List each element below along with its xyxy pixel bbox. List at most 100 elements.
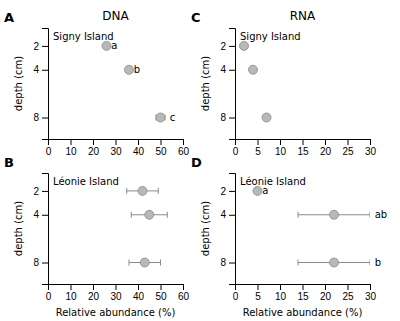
x-tick-line: [93, 284, 94, 290]
point-label: b: [375, 257, 381, 268]
x-tick-line: [71, 284, 72, 290]
panel-subtitle: Signy Island: [53, 31, 114, 42]
x-tick-label: 30: [365, 146, 377, 157]
y-tick: 4: [33, 209, 48, 220]
x-tick-label: 10: [275, 146, 287, 157]
x-tick-line: [258, 284, 259, 290]
panel-label: B: [4, 155, 14, 170]
y-tick-line: [229, 118, 235, 119]
y-tick-line: [229, 46, 235, 47]
x-tick: 30: [365, 284, 377, 302]
x-tick-label: 15: [297, 146, 309, 157]
x-tick: 50: [155, 139, 167, 157]
point: [240, 41, 249, 50]
y-tick-line: [229, 191, 235, 192]
x-tick: 30: [365, 139, 377, 157]
y-tick-line: [42, 118, 48, 119]
error-bar-cap: [158, 188, 159, 194]
y-tick-line: [42, 263, 48, 264]
y-tick: 4: [220, 64, 235, 75]
point: [253, 186, 262, 195]
x-tick-line: [280, 139, 281, 145]
point-label: a: [111, 40, 117, 51]
y-axis-title: depth (cm): [200, 201, 211, 256]
y-tick-label: 2: [33, 41, 39, 52]
x-tick-label: 0: [233, 146, 239, 157]
point: [330, 258, 339, 267]
chart: 0102030405060248abcSigny IslandADNAdepth…: [0, 0, 400, 321]
point: [262, 113, 271, 122]
texts: aabbLéonie IslandDdepth (cm)Relative abu…: [191, 155, 387, 318]
y-tick-label: 2: [220, 41, 226, 52]
marks: [127, 186, 168, 267]
panel-subtitle: Léonie Island: [53, 176, 119, 187]
y-tick: 8: [33, 257, 48, 268]
y-tick: 8: [33, 112, 48, 123]
panel-label: D: [191, 155, 202, 170]
x-tick-line: [138, 284, 139, 290]
x-tick: 20: [88, 284, 100, 302]
x-tick-line: [370, 284, 371, 290]
x-tick-label: 30: [365, 291, 377, 302]
y-tick-label: 8: [33, 257, 39, 268]
y-tick: 4: [220, 209, 235, 220]
error-bar-cap: [131, 212, 132, 218]
y-axis-line: [42, 174, 49, 285]
y-axis-title: depth (cm): [200, 56, 211, 111]
x-tick: 60: [178, 284, 190, 302]
y-tick-line: [229, 70, 235, 71]
y-tick-line: [42, 70, 48, 71]
y-tick-label: 2: [33, 186, 39, 197]
y-tick-label: 2: [220, 186, 226, 197]
x-axis: 051015202530: [233, 139, 377, 157]
x-tick-line: [348, 284, 349, 290]
panel-label: C: [191, 10, 201, 25]
x-tick-label: 25: [342, 146, 354, 157]
x-axis: 0102030405060: [46, 284, 190, 302]
column-title: DNA: [102, 9, 129, 23]
y-tick: 2: [220, 186, 235, 197]
x-axis: 051015202530: [233, 284, 377, 302]
x-tick-label: 50: [155, 146, 167, 157]
x-tick-label: 10: [275, 291, 287, 302]
x-tick-line: [348, 139, 349, 145]
x-tick-label: 0: [46, 291, 52, 302]
y-tick: 4: [33, 64, 48, 75]
texts: Léonie IslandBdepth (cm)Relative abundan…: [4, 155, 175, 318]
x-tick: 0: [233, 139, 239, 157]
y-tick-line: [42, 191, 48, 192]
x-tick: 0: [46, 139, 52, 157]
panel-subtitle: Léonie Island: [240, 176, 306, 187]
x-tick: 25: [342, 139, 354, 157]
x-tick-label: 60: [178, 291, 190, 302]
y-axis: 248: [220, 29, 235, 140]
x-tick: 20: [88, 139, 100, 157]
y-tick-label: 4: [220, 209, 226, 220]
y-axis-line: [42, 29, 49, 140]
x-tick-label: 20: [320, 291, 332, 302]
x-tick: 30: [110, 284, 122, 302]
x-tick-label: 5: [255, 291, 261, 302]
x-tick-label: 20: [88, 291, 100, 302]
x-tick: 15: [297, 284, 309, 302]
x-tick: 40: [133, 139, 145, 157]
point: [125, 65, 134, 74]
x-tick: 30: [110, 139, 122, 157]
x-tick-label: 40: [133, 291, 145, 302]
marks: [253, 186, 370, 267]
x-tick-line: [116, 139, 117, 145]
y-tick-label: 4: [33, 64, 39, 75]
x-tick-line: [71, 139, 72, 145]
y-axis-title: depth (cm): [13, 201, 24, 256]
x-axis-title: Relative abundance (%): [243, 307, 363, 318]
x-tick-line: [325, 284, 326, 290]
y-axis-line: [229, 29, 236, 140]
x-tick-label: 50: [155, 291, 167, 302]
x-axis-line: [49, 285, 184, 291]
panel-label: A: [4, 10, 14, 25]
y-axis: 2 4 8: [33, 174, 48, 285]
point: [156, 113, 165, 122]
texts: Signy IslandCRNAdepth (cm): [191, 9, 316, 111]
y-axis: 248: [220, 174, 235, 285]
x-tick: 15: [297, 139, 309, 157]
